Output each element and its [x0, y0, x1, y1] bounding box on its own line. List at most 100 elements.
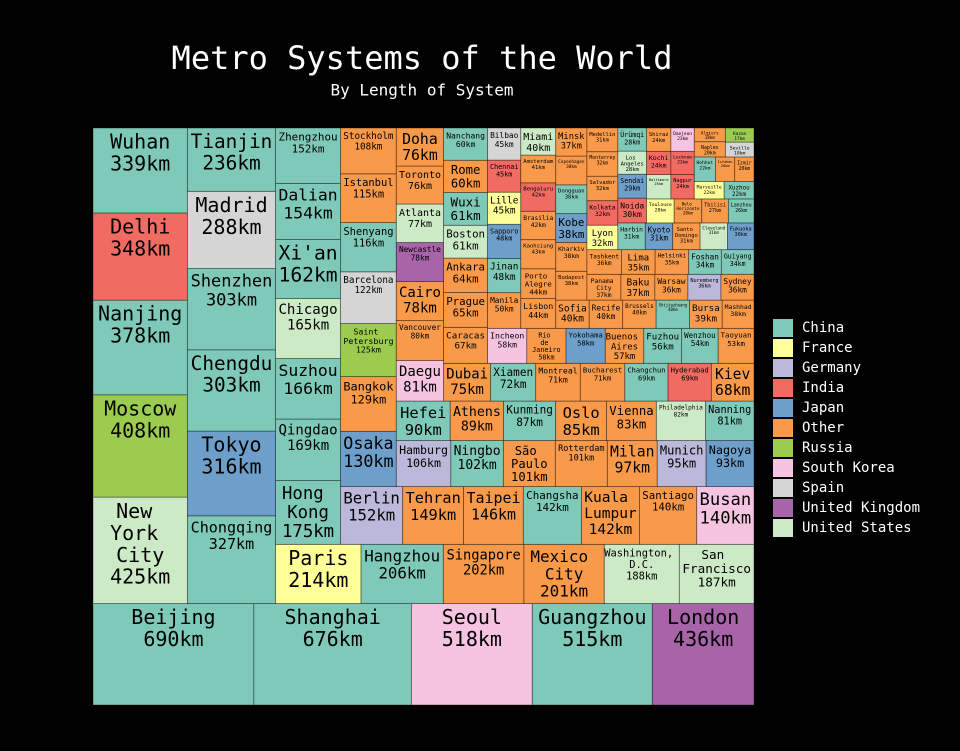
- city-name: Harbin: [620, 227, 643, 234]
- city-length: 82km: [674, 411, 689, 418]
- city-name: Fukuoka: [730, 226, 752, 232]
- city-name: Hefei: [400, 404, 446, 422]
- city-length: 24km: [652, 138, 666, 144]
- city-name: Qingdao: [278, 422, 337, 438]
- city-name: New York City: [110, 499, 170, 567]
- city-name: San Francisco: [682, 546, 751, 575]
- city-length: 17km: [734, 136, 745, 142]
- metro-cell: [92, 299, 188, 396]
- city-name: Kolkata: [589, 204, 615, 211]
- metro-cell: [646, 174, 672, 200]
- city-length: 90km: [405, 421, 442, 439]
- metro-cell: [523, 543, 605, 604]
- city-name: Berlin: [343, 488, 399, 507]
- legend-label: India: [802, 380, 844, 396]
- city-name: Wuxi: [451, 194, 481, 209]
- city-length: 40km: [596, 312, 615, 321]
- city-length: 83km: [617, 417, 647, 431]
- city-length: 44km: [528, 310, 548, 320]
- chart-title: Metro Systems of the World: [172, 39, 673, 77]
- city-length: 34km: [696, 261, 715, 270]
- city-length: 36km: [728, 286, 747, 295]
- city-length: 77km: [408, 219, 432, 230]
- city-length: 31km: [680, 238, 693, 244]
- city-length: 45km: [493, 206, 516, 217]
- city-length: 81km: [717, 415, 742, 427]
- city-name: Lanzhou: [731, 202, 752, 208]
- city-length: 97km: [614, 460, 650, 477]
- metro-cell: [402, 486, 465, 545]
- legend-label: United Kingdom: [802, 500, 920, 516]
- city-length: 20km: [738, 166, 750, 172]
- metro-cell: [651, 603, 755, 706]
- metro-cell: [92, 394, 188, 498]
- city-name: Yokohama: [569, 331, 603, 340]
- legend-label: Spain: [802, 480, 844, 496]
- city-length: 56km: [652, 342, 674, 352]
- metro-cell: [340, 323, 397, 378]
- legend-swatch: [773, 319, 793, 337]
- metro-cell: [654, 273, 689, 301]
- city-name: Hamburg: [399, 443, 448, 457]
- legend-label: Germany: [802, 360, 861, 376]
- city-name: Rome: [451, 163, 481, 177]
- city-length: 38km: [564, 253, 579, 260]
- city-name: Naples: [701, 145, 719, 151]
- city-length: 40km: [526, 143, 550, 154]
- legend-label: South Korea: [802, 460, 895, 476]
- city-name: Buenos Aires: [606, 332, 644, 352]
- metro-cell: [656, 440, 707, 487]
- metro-cell: [253, 603, 412, 706]
- city-name: Saint Petersburg: [343, 326, 393, 345]
- city-name: Ürümqi: [620, 130, 644, 139]
- metro-cell: [92, 212, 188, 301]
- city-length: 108km: [354, 141, 382, 152]
- city-length: 140km: [652, 501, 684, 514]
- city-length: 85km: [563, 421, 600, 439]
- city-length: 38km: [558, 228, 584, 241]
- metro-cell: [705, 440, 755, 487]
- city-length: 142km: [536, 501, 569, 514]
- metro-cell: [275, 543, 362, 604]
- city-name: Helsinki: [658, 253, 687, 260]
- metro-cell: [555, 242, 588, 272]
- metro-cell: [340, 430, 397, 487]
- city-length: 122km: [354, 285, 382, 296]
- city-name: Cairo: [399, 285, 441, 301]
- city-name: Ankara: [446, 260, 485, 273]
- city-length: 23km: [677, 136, 688, 142]
- city-length: 28km: [624, 138, 640, 146]
- city-name: Porto Alegre: [525, 271, 552, 288]
- city-name: São Paulo: [511, 443, 548, 470]
- city-length: 58km: [538, 354, 554, 362]
- city-length: 24km: [651, 161, 667, 169]
- city-name: Manila: [490, 296, 519, 305]
- metro-cell: [688, 249, 722, 275]
- city-name: Madrid: [195, 193, 267, 217]
- city-name: Tehran: [406, 489, 461, 507]
- city-name: Chicago: [278, 302, 337, 318]
- city-name: Bursa: [692, 303, 720, 314]
- city-length: 146km: [471, 505, 516, 523]
- city-length: 43km: [532, 250, 546, 256]
- city-length: 76km: [408, 181, 432, 192]
- city-length: 303km: [202, 373, 260, 396]
- city-name: Toronto: [399, 170, 441, 181]
- metro-cell: [340, 222, 397, 273]
- city-name: Zhengzhou: [279, 131, 338, 144]
- legend-label: Russia: [802, 440, 853, 456]
- metro-cell: [520, 210, 557, 241]
- city-name: Daejeon: [673, 131, 692, 137]
- city-length: 53km: [727, 339, 745, 348]
- legend-label: United States: [802, 520, 912, 536]
- city-name: Chongqing: [191, 518, 273, 536]
- city-name: Busan: [700, 490, 752, 510]
- city-length: 236km: [202, 151, 260, 174]
- city-name: Xuzhou: [729, 185, 750, 191]
- city-name: Lisbon: [523, 301, 553, 311]
- city-name: Shiraz: [649, 132, 669, 138]
- city-length: 93km: [716, 456, 744, 470]
- city-length: 36km: [662, 286, 681, 295]
- city-name: Bengaluru: [523, 187, 553, 193]
- city-name: Kharkiv: [558, 246, 585, 253]
